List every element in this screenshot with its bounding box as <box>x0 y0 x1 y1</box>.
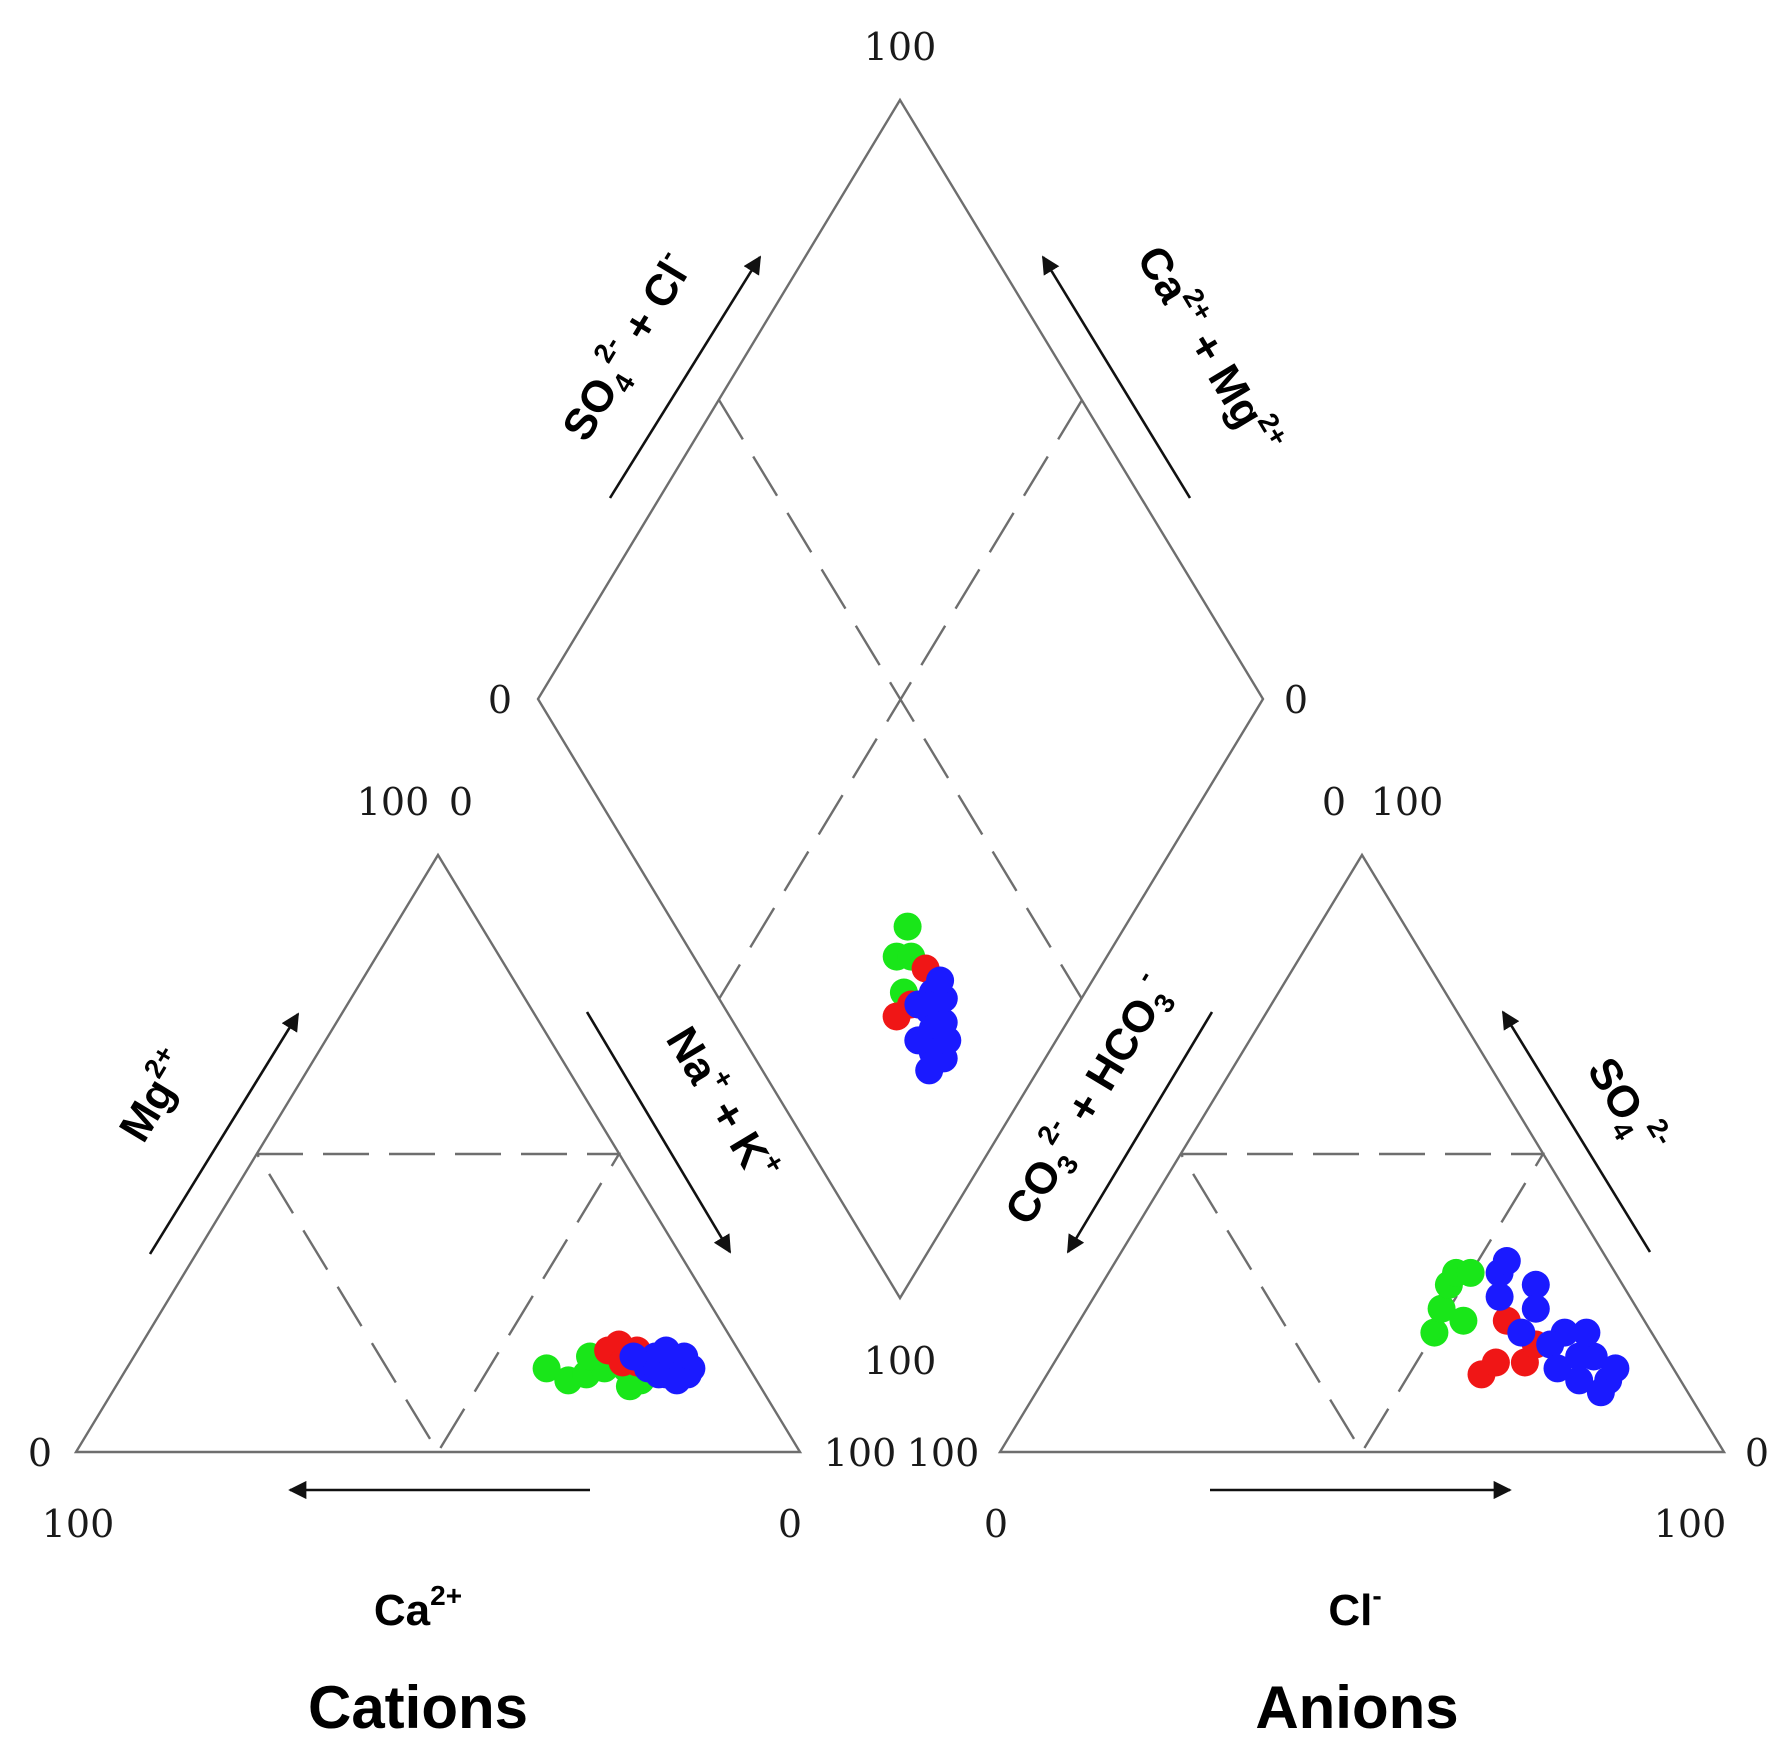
anion-data-point <box>1565 1366 1594 1395</box>
data-points-layer <box>532 912 1630 1407</box>
cation-bottom-axis-label: Ca2+ <box>374 1580 462 1635</box>
anion-data-point <box>1420 1318 1449 1347</box>
anion-data-point <box>1586 1378 1615 1407</box>
cation-data-point <box>619 1342 648 1371</box>
anion-data-point <box>1492 1247 1521 1275</box>
tick-anion-br-side: 0 <box>1745 1431 1769 1475</box>
tick-cation-bl-bottom: 100 <box>42 1502 115 1546</box>
tick-anion-bl-bottom: 0 <box>984 1502 1008 1546</box>
tick-anion-apex-right: 100 <box>1371 780 1444 824</box>
cation-left-axis-arrow <box>148 1012 300 1255</box>
diamond-left-axis-label: SO42- + Cl- <box>546 242 707 452</box>
tick-cation-bl-side: 0 <box>28 1431 52 1475</box>
tick-anion-bl-side: 100 <box>907 1431 980 1475</box>
cation-left-axis-label: Mg2+ <box>105 1040 201 1150</box>
tick-diamond-left: 0 <box>488 678 512 722</box>
tick-diamond-right: 0 <box>1284 678 1308 722</box>
anion-data-point <box>1456 1258 1485 1287</box>
diamond-data-point <box>904 990 933 1019</box>
cation-grid-line <box>255 1152 622 1455</box>
cation-data-point <box>532 1354 561 1383</box>
diamond-data-point <box>893 912 922 941</box>
diamond-grid-line <box>717 399 1084 1000</box>
tick-anion-br-bottom: 100 <box>1654 1502 1727 1546</box>
diamond-right-axis-label: Ca2+ + Mg2+ <box>1127 235 1295 464</box>
anion-left-axis-arrow <box>1066 1011 1214 1254</box>
tick-anion-apex-left: 0 <box>1322 780 1346 824</box>
cation-data-point <box>615 1372 644 1401</box>
diamond-data-point <box>904 1026 933 1055</box>
diamond-data-point <box>926 966 955 995</box>
diamond-left-axis-arrow <box>608 255 762 499</box>
anion-data-point <box>1536 1330 1565 1359</box>
anion-data-point <box>1521 1270 1550 1299</box>
anion-right-axis-arrow <box>1501 1010 1652 1253</box>
anion-bottom-axis-label: Cl- <box>1328 1580 1381 1635</box>
tick-diamond-bottom: 100 <box>864 1339 937 1383</box>
anion-data-point <box>1521 1294 1550 1323</box>
cation-data-point <box>652 1336 681 1365</box>
anion-data-point <box>1601 1354 1630 1383</box>
diamond-data-point <box>882 1002 911 1031</box>
cation-data-point <box>662 1366 691 1395</box>
cations-title: Cations <box>308 1674 528 1741</box>
diamond-data-point <box>915 1056 944 1085</box>
tick-cation-br-side: 100 <box>824 1431 897 1475</box>
tick-cation-apex-right: 0 <box>449 780 473 824</box>
cation-right-axis-arrow <box>585 1011 732 1254</box>
tick-cation-apex-left: 100 <box>357 780 430 824</box>
anion-data-point <box>1543 1354 1572 1383</box>
anion-data-point <box>1481 1348 1510 1377</box>
anion-data-point <box>1565 1342 1594 1371</box>
anion-data-point <box>1572 1318 1601 1347</box>
anion-data-point <box>1449 1306 1478 1335</box>
diamond-frame <box>536 97 1265 1301</box>
anion-data-point <box>1485 1282 1514 1311</box>
diamond-data-point <box>933 1026 962 1055</box>
anion-data-point <box>1427 1294 1456 1323</box>
anion-data-point <box>1507 1318 1536 1347</box>
tick-diamond-top: 100 <box>864 25 937 69</box>
anions-title: Anions <box>1255 1674 1458 1741</box>
anion-right-axis-label: SO42- <box>1572 1045 1680 1167</box>
diamond-right-axis-arrow <box>1041 255 1192 499</box>
tick-cation-br-bottom: 0 <box>778 1502 802 1546</box>
